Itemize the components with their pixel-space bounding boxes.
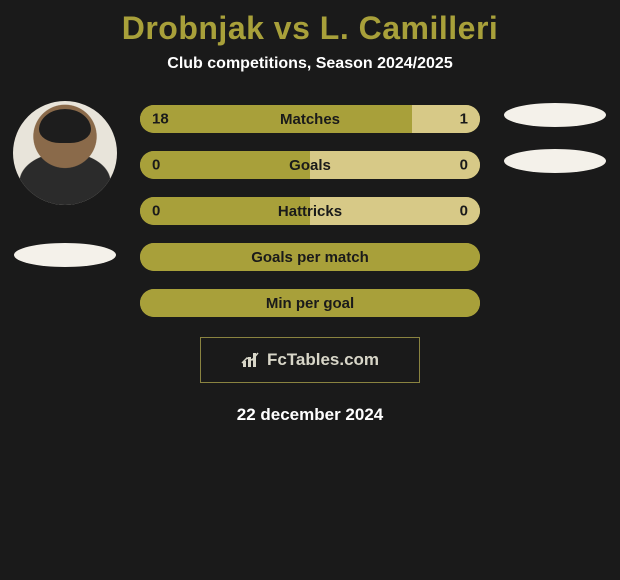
stat-bar-right-fill [310, 151, 480, 179]
comparison-widget: Drobnjak vs L. Camilleri Club competitio… [0, 0, 620, 425]
stat-bar: Goals per match [140, 243, 480, 271]
attribution-text: FcTables.com [267, 350, 379, 370]
stat-label: Min per goal [266, 295, 354, 312]
stat-bar-left-fill [140, 151, 310, 179]
stat-bar: Goals 0 0 [140, 151, 480, 179]
stat-value-right: 0 [460, 157, 468, 174]
content-grid: Matches 18 1 Goals 0 0 Hattricks 0 0 Goals per ma… [0, 101, 620, 317]
page-title: Drobnjak vs L. Camilleri [122, 10, 499, 47]
attribution-logo: FcTables.com [241, 350, 379, 370]
subtitle: Club competitions, Season 2024/2025 [167, 55, 452, 73]
attribution-box: FcTables.com [200, 337, 420, 383]
player-left-avatar [13, 101, 117, 205]
date-label: 22 december 2024 [237, 405, 384, 425]
stat-value-right: 0 [460, 203, 468, 220]
stats-bars: Matches 18 1 Goals 0 0 Hattricks 0 0 Goals per ma… [140, 101, 480, 317]
stat-value-left: 18 [152, 111, 169, 128]
avatar-placeholder-icon [13, 101, 117, 205]
player-left-shadow [14, 243, 116, 267]
stat-label: Matches [280, 111, 340, 128]
stat-bar-left-fill [140, 105, 412, 133]
player-left-column [0, 101, 130, 267]
stat-bar: Hattricks 0 0 [140, 197, 480, 225]
bar-chart-icon [241, 351, 263, 369]
stat-label: Hattricks [278, 203, 342, 220]
stat-bar: Min per goal [140, 289, 480, 317]
stat-value-right: 1 [460, 111, 468, 128]
stat-label: Goals [289, 157, 331, 174]
player-right-column [490, 101, 620, 173]
player-right-shadow-1 [504, 103, 606, 127]
stat-value-left: 0 [152, 203, 160, 220]
stat-bar: Matches 18 1 [140, 105, 480, 133]
stat-label: Goals per match [251, 249, 369, 266]
stat-value-left: 0 [152, 157, 160, 174]
stat-bar-right-fill [412, 105, 480, 133]
player-right-shadow-2 [504, 149, 606, 173]
